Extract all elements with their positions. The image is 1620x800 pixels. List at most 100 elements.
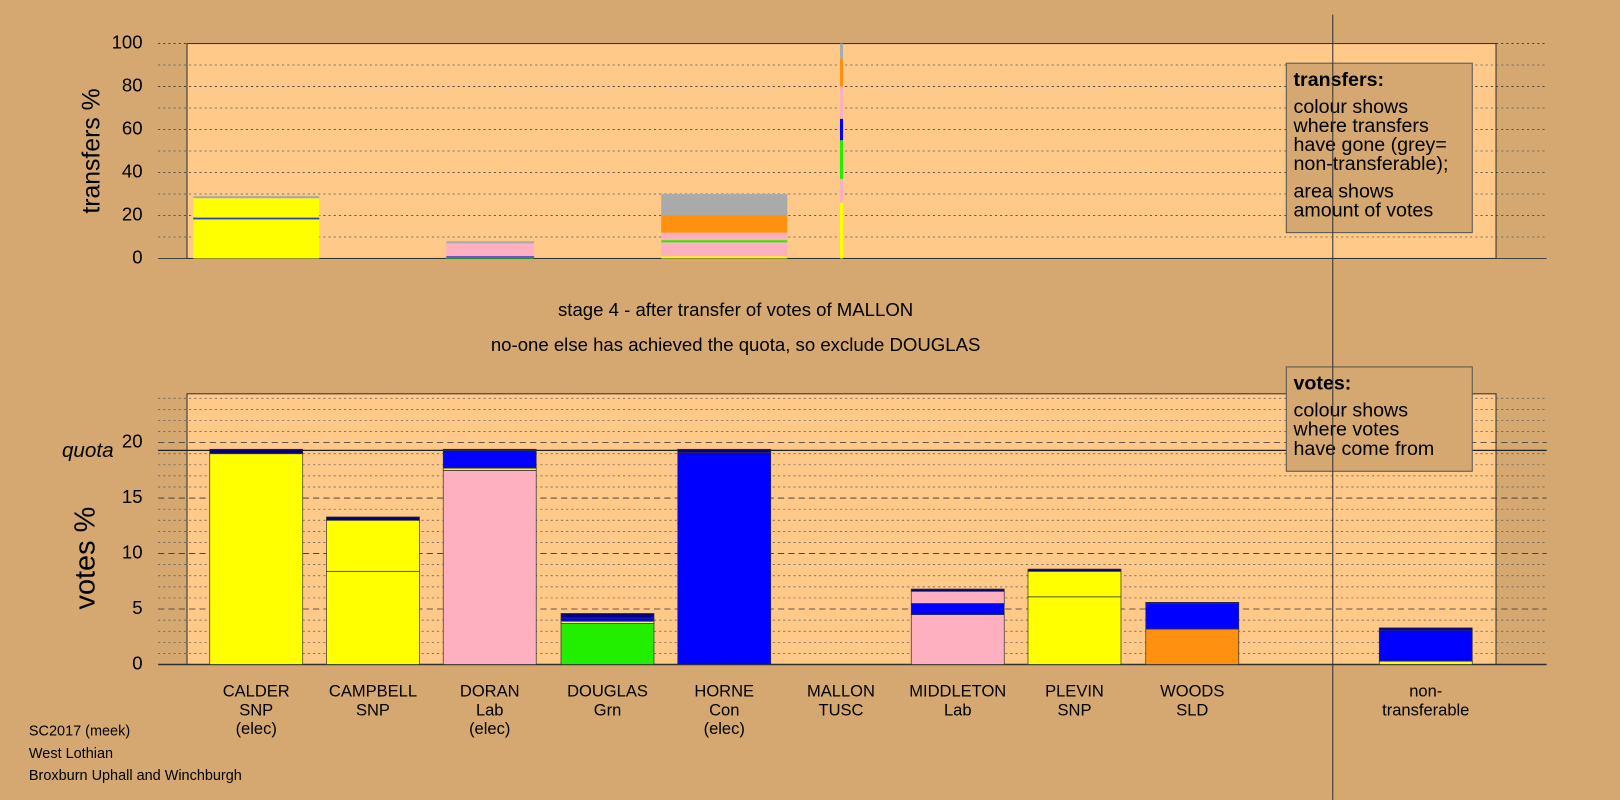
bar-segment [446, 243, 535, 257]
y-tick-label: 5 [132, 597, 142, 618]
x-tick-label: non- [1409, 682, 1442, 701]
bar-segment [661, 242, 788, 257]
bar-segment [677, 448, 772, 453]
legend-text: non-transferable); [1294, 153, 1449, 175]
bar-segment [193, 218, 320, 220]
legend-text: amount of votes [1294, 200, 1434, 222]
bar-segment [1027, 596, 1122, 665]
legend-text: have gone (grey= [1294, 134, 1447, 156]
x-tick-label: SLD [1176, 700, 1208, 719]
bar-segment [442, 450, 537, 469]
bar-segment [442, 469, 537, 665]
x-tick-label: (elec) [469, 719, 510, 738]
bar-segment [446, 257, 535, 259]
legend-text: have come from [1294, 438, 1435, 460]
bar-segment [193, 196, 320, 199]
bar-segment [1378, 627, 1473, 631]
x-tick-label: Lab [476, 700, 504, 719]
x-tick-label: (elec) [236, 719, 277, 738]
legend-title: votes: [1294, 373, 1352, 395]
bar-segment [193, 217, 320, 219]
legend-title: transfers: [1294, 69, 1385, 91]
title-line: stage 4 - after transfer of votes of MAL… [558, 299, 913, 320]
x-tick-label: TUSC [819, 700, 864, 719]
bar-segment [839, 118, 844, 141]
bar-segment [1027, 570, 1122, 598]
legend-box [1285, 366, 1473, 472]
footer-line: West Lothian [29, 746, 113, 762]
bar-segment [446, 256, 535, 258]
legend-text: colour shows [1294, 96, 1409, 118]
bar-segment [661, 232, 788, 241]
bar-segment [1145, 603, 1240, 630]
x-tick-label: SNP [356, 700, 390, 719]
bar-segment [1145, 602, 1240, 604]
bar-segment [677, 452, 772, 665]
y-tick-label: 100 [112, 31, 143, 52]
bar-segment [839, 86, 844, 119]
bar-segment [661, 256, 788, 259]
bar-segment [1378, 629, 1473, 662]
x-tick-label: SNP [1058, 700, 1092, 719]
x-tick-label: DOUGLAS [567, 682, 648, 701]
y-tick-label: 20 [122, 431, 143, 452]
x-tick-label: PLEVIN [1045, 682, 1104, 701]
legend-text: where votes [1293, 419, 1400, 441]
legend-box [1285, 62, 1473, 234]
legend-text: colour shows [1294, 400, 1409, 422]
bar-segment [910, 590, 1005, 604]
bar-segment [209, 448, 304, 455]
x-tick-label: SNP [239, 700, 273, 719]
bar-segment [910, 588, 1005, 592]
y-axis-label: votes % [69, 507, 101, 610]
bar-segment [839, 140, 844, 179]
title-line: no-one else has achieved the quota, so e… [491, 334, 981, 355]
x-tick-label: MALLON [807, 682, 875, 701]
legend-text: where transfers [1293, 115, 1429, 137]
bar-segment [910, 614, 1005, 665]
bar-segment [661, 215, 788, 233]
bar-segment [1145, 628, 1240, 665]
bar-segment [1027, 568, 1122, 572]
bar-segment [839, 178, 844, 203]
bar-segment [910, 603, 1005, 615]
x-tick-label: Lab [944, 700, 972, 719]
x-tick-label: transferable [1382, 700, 1469, 719]
y-tick-label: 80 [122, 74, 143, 95]
bar-segment [560, 613, 655, 619]
bar-segment [442, 448, 537, 451]
x-tick-label: Grn [594, 700, 622, 719]
y-tick-label: 0 [132, 246, 142, 267]
y-tick-label: 15 [122, 486, 143, 507]
quota-label: quota [62, 439, 114, 462]
bar-segment [326, 519, 420, 572]
bar-segment [560, 623, 655, 665]
bar-segment [661, 193, 788, 216]
y-axis-label: transfers % [79, 88, 106, 213]
x-tick-label: DORAN [460, 682, 520, 701]
bar-segment [326, 516, 420, 521]
bar-segment [193, 219, 320, 259]
x-tick-label: CALDER [223, 682, 290, 701]
bar-segment [1378, 660, 1473, 665]
y-tick-label: 0 [132, 652, 142, 673]
bar-segment [209, 453, 304, 665]
y-tick-label: 10 [122, 541, 143, 562]
y-tick-label: 60 [122, 117, 143, 138]
y-tick-label: 20 [122, 203, 143, 224]
bar-segment [839, 202, 844, 259]
bar-segment [560, 617, 655, 622]
y-tick-label: 40 [122, 160, 143, 181]
bar-segment [193, 198, 320, 218]
x-tick-label: WOODS [1160, 682, 1224, 701]
bar-segment [446, 241, 535, 244]
footer-line: SC2017 (meek) [29, 723, 130, 739]
bar-segment [661, 240, 788, 243]
x-tick-label: (elec) [704, 719, 745, 738]
x-tick-label: MIDDLETON [909, 682, 1006, 701]
bar-segment [839, 58, 844, 87]
x-tick-label: CAMPBELL [329, 682, 417, 701]
bar-segment [839, 43, 844, 59]
